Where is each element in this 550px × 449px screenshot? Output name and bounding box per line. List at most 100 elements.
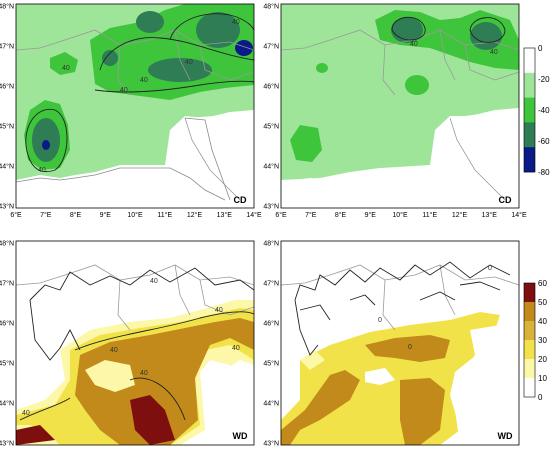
panel-tag: WD: [233, 431, 248, 441]
lat-label: 47°N: [0, 280, 14, 288]
lat-label: 44°N: [263, 163, 279, 171]
colorbar-swatch: [524, 378, 535, 398]
colorbar-swatch: [524, 122, 535, 148]
cd-right-blob-1: [316, 63, 328, 73]
wd-right-field-mustard-4: [300, 350, 325, 370]
cd-left-core-5: [148, 58, 212, 82]
lon-label: 13°E: [482, 211, 498, 219]
colorbar-swatch: [524, 48, 535, 74]
lon-label: 12°E: [187, 211, 203, 219]
lat-label: 43°N: [263, 440, 279, 448]
cd-left-coast: [16, 117, 231, 201]
colorbar-swatch: [524, 302, 535, 322]
panel-wd-left: 40 40 40 40 40 40 WD: [15, 240, 255, 446]
cd-right-core-2: [470, 22, 502, 50]
colorbar-swatch: [524, 97, 535, 123]
lon-label: 9°E: [365, 211, 377, 219]
wd-right-contour-labels: 0 0 0: [378, 265, 492, 351]
contour-label: 40: [120, 87, 128, 94]
lon-label: 10°E: [127, 211, 143, 219]
contour-label: 40: [185, 59, 193, 66]
lon-label: 14°E: [246, 211, 262, 219]
contour-label: 0: [488, 265, 492, 272]
lon-label: 14°E: [511, 211, 527, 219]
colorbar-tick: -20: [538, 75, 550, 84]
colorbar-swatch: [524, 340, 535, 360]
colorbar-tick: -40: [538, 106, 550, 115]
cd-left-borders: [16, 29, 254, 201]
cd-left-core-2: [136, 11, 164, 33]
colorbar-tick: 20: [538, 355, 547, 364]
lat-label: 47°N: [263, 43, 279, 51]
lon-label: 13°E: [217, 211, 233, 219]
lat-label: 43°N: [0, 203, 14, 211]
contour-label: 40: [150, 278, 158, 285]
colorbar-tick: 50: [538, 298, 547, 307]
colorbar-tick: 40: [538, 317, 547, 326]
colorbar-tick: -80: [538, 168, 550, 177]
lat-label: 48°N: [263, 3, 279, 11]
lat-label: 45°N: [0, 123, 14, 131]
lon-label: 7°E: [40, 211, 52, 219]
wd-left-field-brown: [130, 395, 175, 445]
colorbar-tick: -60: [538, 137, 550, 146]
cd-right-borders: [281, 29, 519, 201]
colorbar-wd: 60 50 40 30 20 10 0: [523, 279, 547, 402]
cd-right-contours: [391, 16, 506, 43]
cd-right-blob-3: [290, 125, 322, 162]
cd-left-field-medium-3: [50, 52, 78, 75]
colorbar-tick: 0: [538, 44, 543, 53]
colorbar-tick: 10: [538, 374, 547, 383]
wd-right-field-mustard: [365, 335, 450, 362]
lat-label: 46°N: [0, 320, 14, 328]
lat-label: 44°N: [263, 400, 279, 408]
lat-label: 47°N: [263, 280, 279, 288]
lat-label: 43°N: [263, 203, 279, 211]
colorbar-tick: 30: [538, 336, 547, 345]
colorbar-swatch: [524, 72, 535, 98]
panel-cd-right: 40 40 CD: [280, 3, 520, 209]
cd-left-contours: [25, 13, 254, 173]
panel-cd-left: 40 40 40 40 40 40 CD: [15, 3, 255, 209]
cd-right-core-1: [391, 17, 423, 43]
lat-label: 43°N: [0, 440, 14, 448]
wd-left-borders: [16, 264, 254, 331]
lat-label: 46°N: [0, 83, 14, 91]
colorbar-tick: 60: [538, 279, 547, 288]
contour-label: 40: [110, 347, 118, 354]
lat-label: 48°N: [263, 240, 279, 248]
contour-label: 0: [408, 344, 412, 351]
contour-label: 40: [140, 77, 148, 84]
lon-label: 6°E: [10, 211, 22, 219]
contour-label: 40: [490, 49, 498, 56]
lon-label: 11°E: [157, 211, 172, 219]
cd-right-blob-2: [405, 75, 429, 95]
lat-label: 48°N: [0, 3, 14, 11]
contour-label: 40: [232, 19, 240, 26]
lat-label: 46°N: [263, 83, 279, 91]
lon-label: 6°E: [275, 211, 287, 219]
lat-label: 48°N: [0, 240, 14, 248]
lat-label: 44°N: [0, 400, 14, 408]
lat-label: 45°N: [0, 360, 14, 368]
contour-label: 40: [232, 345, 240, 352]
contour-label: 0: [378, 317, 382, 324]
lon-label: 12°E: [452, 211, 468, 219]
lon-label: 11°E: [422, 211, 437, 219]
cd-left-core-6: [42, 140, 50, 150]
lon-label: 8°E: [70, 211, 82, 219]
cd-left-core-3: [196, 12, 240, 48]
lon-label: 8°E: [335, 211, 347, 219]
lat-label: 45°N: [263, 123, 279, 131]
wd-right-contours: [294, 261, 511, 356]
lat-label: 45°N: [263, 360, 279, 368]
lon-label: 9°E: [100, 211, 112, 219]
wd-left-field-brown-2: [16, 425, 55, 445]
panel-tag: CD: [234, 195, 247, 205]
wd-left-field-mustard: [75, 318, 254, 445]
colorbar-cd: 0 -20 -40 -60 -80: [523, 44, 550, 177]
colorbar-swatch: [524, 359, 535, 379]
lon-label: 10°E: [392, 211, 408, 219]
contour-label: 40: [38, 167, 46, 174]
